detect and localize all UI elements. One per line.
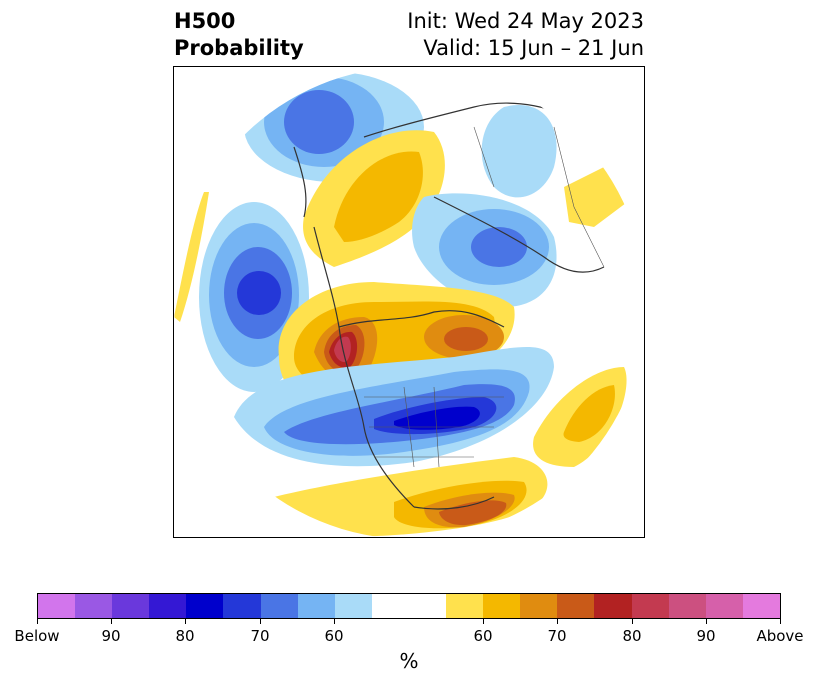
colorbar-tick-mark xyxy=(780,619,781,624)
map-svg xyxy=(174,72,634,537)
colorbar-segment xyxy=(594,594,632,618)
colorbar-segment xyxy=(149,594,187,618)
anomaly-pacific-low xyxy=(199,202,309,392)
anomaly-asia-high xyxy=(564,167,634,227)
colorbar-tick-mark xyxy=(706,619,707,624)
valid-period: Valid: 15 Jun – 21 Jun xyxy=(423,36,644,60)
colorbar-segment xyxy=(334,594,372,618)
colorbar-tick-label: Above xyxy=(756,627,804,645)
colorbar-tick-mark xyxy=(111,619,112,624)
colorbar-segment xyxy=(446,594,484,618)
colorbar-segment xyxy=(371,594,447,618)
colorbar-segment xyxy=(557,594,595,618)
colorbar-unit-label: % xyxy=(399,649,419,673)
colorbar-tick-label: 80 xyxy=(175,627,195,645)
colorbar-tick-label: Below xyxy=(14,627,60,645)
anomaly-southern-us-high xyxy=(270,457,548,537)
colorbar-segment xyxy=(38,594,76,618)
colorbar-segment xyxy=(260,594,298,618)
colorbar-tick-label: 60 xyxy=(324,627,344,645)
colorbar-tick-label: 70 xyxy=(547,627,567,645)
anomaly-eastern-canada-low xyxy=(234,347,554,467)
borders xyxy=(364,126,605,468)
colorbar-tick-mark xyxy=(185,619,186,624)
product-type: Probability xyxy=(174,36,304,60)
anomaly-arctic-ridge xyxy=(303,130,445,267)
colorbar-tick-mark xyxy=(260,619,261,624)
colorbar-tick-mark xyxy=(334,619,335,624)
colorbar-segment xyxy=(186,594,224,618)
anomaly-atlantic-high xyxy=(533,367,627,467)
colorbar-tick-mark xyxy=(557,619,558,624)
colorbar-tick-label: 60 xyxy=(473,627,493,645)
colorbar-segment xyxy=(742,594,780,618)
colorbar-segment xyxy=(631,594,669,618)
colorbar-segment xyxy=(75,594,113,618)
colorbar-segment xyxy=(520,594,558,618)
colorbar-segment xyxy=(223,594,261,618)
colorbar-segment xyxy=(705,594,743,618)
colorbar-tick-label: 70 xyxy=(250,627,270,645)
colorbar-tick-mark xyxy=(37,619,38,624)
probability-map xyxy=(173,66,645,538)
colorbar xyxy=(37,593,781,619)
anomaly-europe-low xyxy=(412,105,557,307)
colorbar-segment xyxy=(483,594,521,618)
colorbar-tick-mark xyxy=(483,619,484,624)
colorbar-segment xyxy=(297,594,335,618)
colorbar-tick-label: 90 xyxy=(101,627,121,645)
colorbar-segment xyxy=(112,594,150,618)
colorbar-segment xyxy=(668,594,706,618)
product-name: H500 xyxy=(174,9,236,33)
colorbar-tick-mark xyxy=(632,619,633,624)
chart-title-left: H500 Probability xyxy=(174,8,304,62)
colorbar-tick-label: 90 xyxy=(696,627,716,645)
colorbar-tick-label: 80 xyxy=(622,627,642,645)
chart-title-right: Init: Wed 24 May 2023 Valid: 15 Jun – 21… xyxy=(407,8,644,62)
anomaly-left-edge-high xyxy=(174,192,209,322)
init-date: Init: Wed 24 May 2023 xyxy=(407,9,644,33)
